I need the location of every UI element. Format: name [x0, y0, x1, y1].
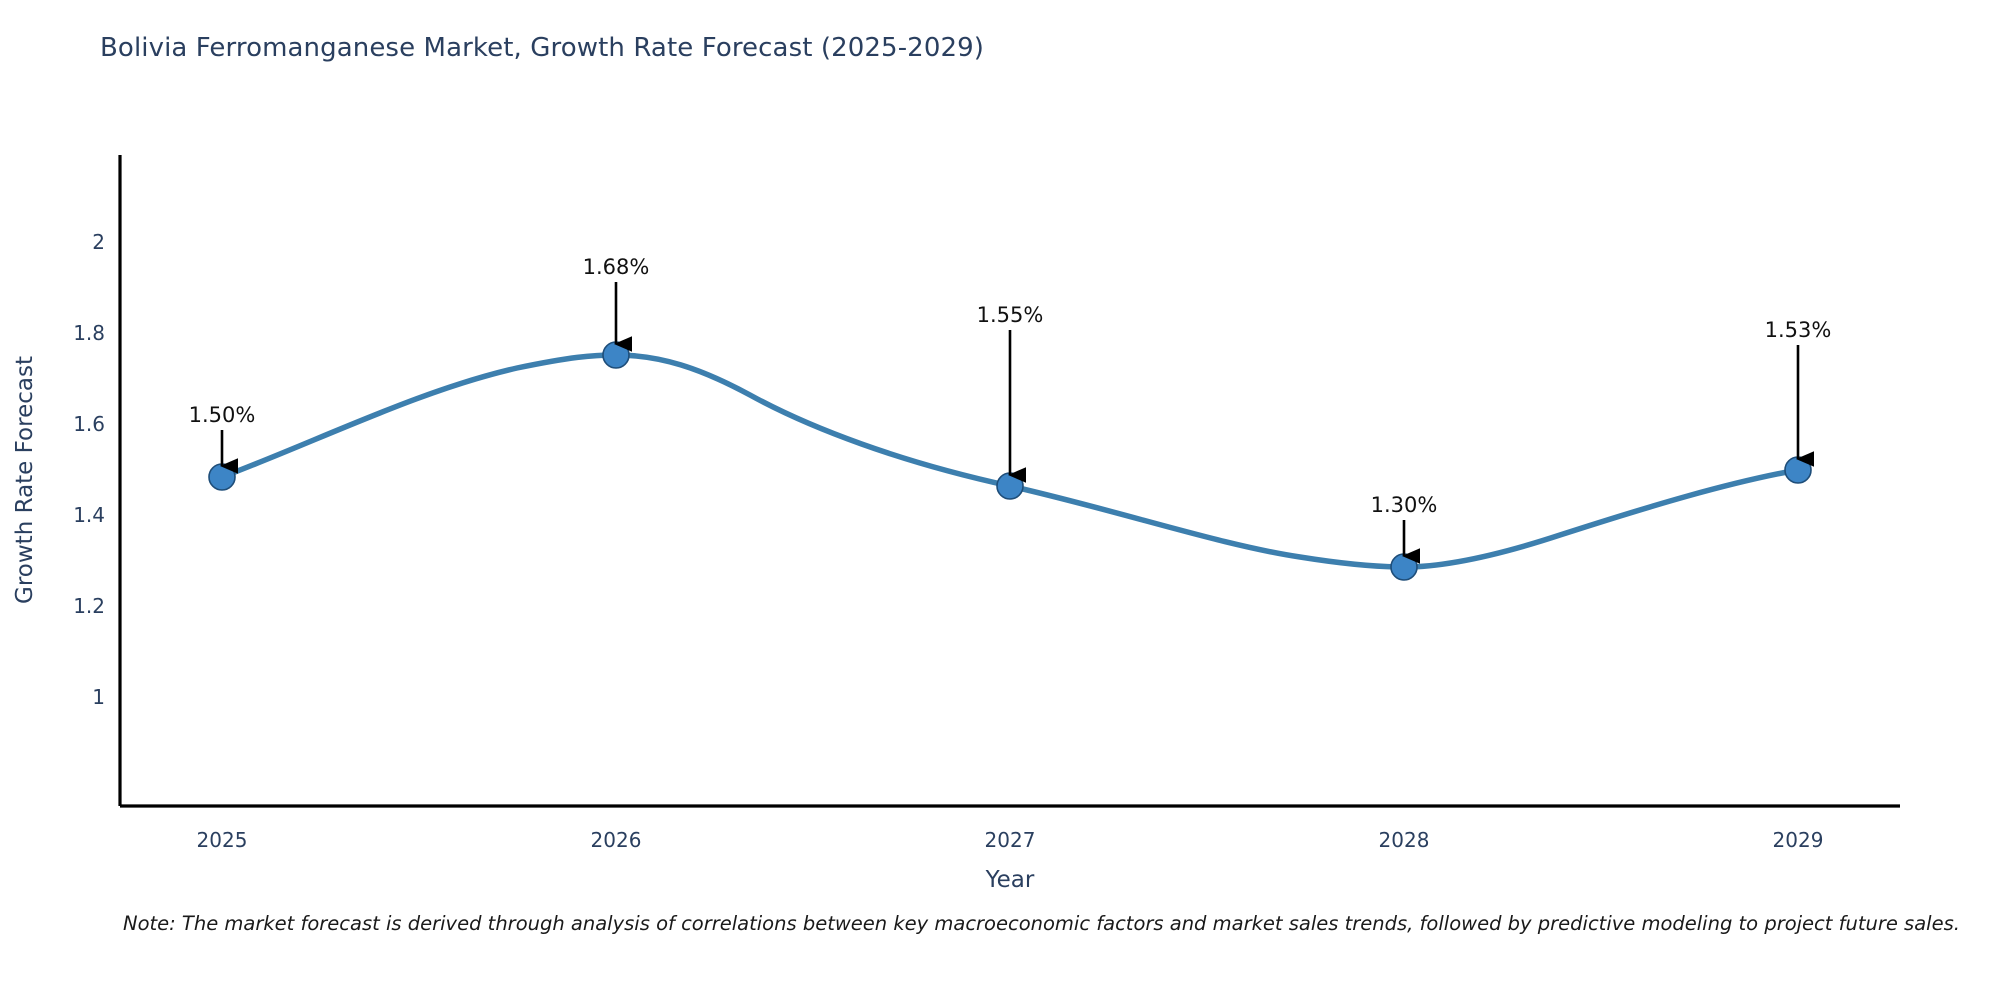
y-tick-label: 1 — [92, 685, 105, 709]
chart-footnote: Note: The market forecast is derived thr… — [123, 912, 1960, 935]
data-point-label: 1.30% — [1371, 493, 1438, 517]
data-point-label: 1.55% — [977, 303, 1044, 327]
x-tick-label: 2029 — [1773, 828, 1824, 852]
x-tick-label: 2025 — [197, 828, 248, 852]
data-point-marker[interactable] — [1784, 456, 1812, 484]
page-title: Bolivia Ferromanganese Market, Growth Ra… — [100, 33, 984, 63]
data-point-marker[interactable] — [1390, 553, 1418, 581]
data-point-marker[interactable] — [996, 472, 1024, 500]
y-axis-title: Growth Rate Forecast — [12, 356, 38, 604]
x-tick-label: 2026 — [591, 828, 642, 852]
data-point-label: 1.53% — [1765, 318, 1832, 342]
annotation-labels: 1.50% 1.68% 1.55% 1.30% 1.53% — [189, 255, 1832, 517]
y-tick-label: 1.2 — [73, 594, 105, 618]
data-point-marker[interactable] — [208, 463, 236, 491]
annotation-arrows — [219, 282, 1815, 564]
data-point-label: 1.50% — [189, 403, 256, 427]
data-point-label: 1.68% — [583, 255, 650, 279]
data-point-marker[interactable] — [602, 341, 630, 369]
y-tick-label: 1.8 — [73, 321, 105, 345]
x-axis-title: Year — [985, 867, 1035, 893]
y-tick-label: 1.6 — [73, 412, 105, 436]
x-tick-label: 2027 — [985, 828, 1036, 852]
y-tick-label: 2 — [92, 230, 105, 254]
x-axis-tick-labels: 2025 2026 2027 2028 2029 — [197, 828, 1824, 852]
y-axis-tick-labels: 2 1.8 1.6 1.4 1.2 1 — [73, 230, 105, 709]
x-tick-label: 2028 — [1379, 828, 1430, 852]
y-tick-label: 1.4 — [73, 503, 105, 527]
